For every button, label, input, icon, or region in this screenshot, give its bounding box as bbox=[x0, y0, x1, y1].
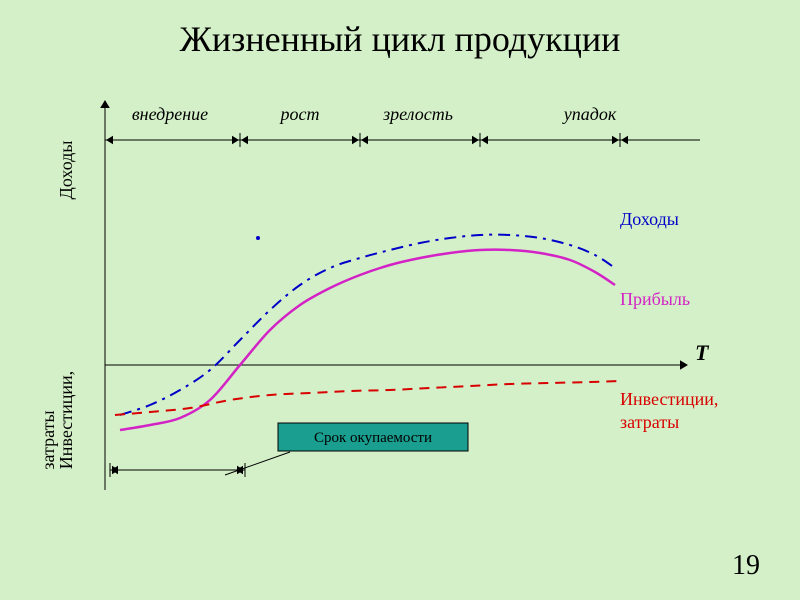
payback-pointer bbox=[225, 452, 290, 475]
phase-label-2: зрелость bbox=[382, 104, 453, 124]
time-axis-label: T bbox=[695, 340, 710, 365]
page-number: 19 bbox=[732, 550, 760, 582]
y-label-invest-2: затраты bbox=[38, 410, 58, 469]
y-label-income: Доходы bbox=[56, 141, 76, 200]
invest-label-2: затраты bbox=[620, 412, 679, 432]
profit-curve bbox=[120, 250, 615, 430]
y-label-invest-1: Инвестиции, bbox=[56, 371, 76, 469]
income-curve bbox=[120, 235, 615, 415]
phase-label-1: рост bbox=[279, 104, 320, 124]
phase-label-0: внедрение bbox=[132, 104, 208, 124]
dot bbox=[256, 236, 260, 240]
invest-curve bbox=[115, 381, 620, 415]
invest-label-1: Инвестиции, bbox=[620, 389, 718, 409]
phase-label-3: упадок bbox=[562, 104, 617, 124]
profit-label: Прибыль bbox=[620, 289, 690, 309]
income-label: Доходы bbox=[620, 209, 679, 229]
payback-label: Срок окупаемости bbox=[314, 430, 432, 446]
lifecycle-chart: внедрение рост зрелость упадок T Доходы Инвест… bbox=[0, 0, 800, 600]
